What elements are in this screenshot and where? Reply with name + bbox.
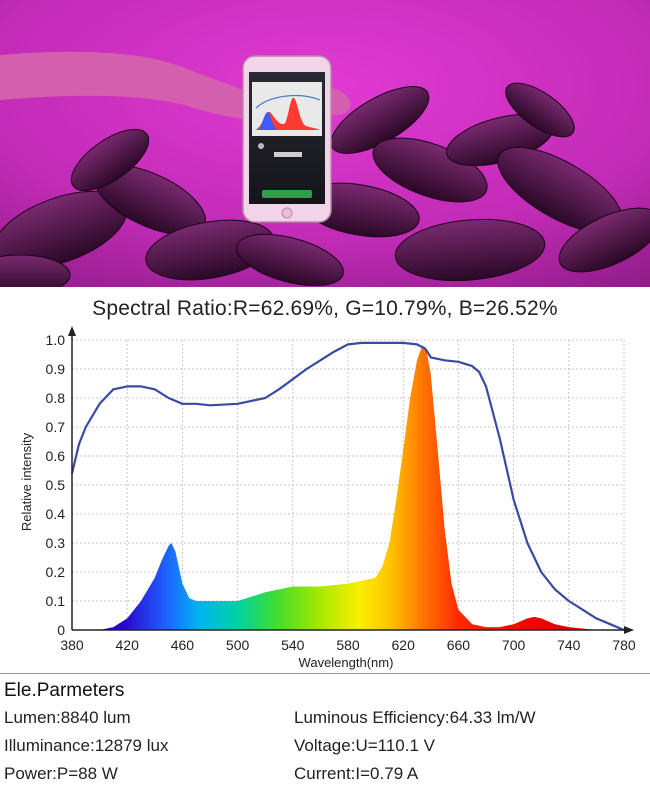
param-luminous-efficiency: Luminous Efficiency:64.33 lm/W [294, 708, 536, 727]
y-axis-arrow [68, 326, 76, 336]
plant-photo [0, 0, 650, 287]
y-tick-label: 0.9 [46, 361, 66, 377]
tick-labels: 380 420 460 500 540 580 620 660 700 740 780 0 0.1 0.2… [46, 332, 636, 653]
param-voltage: Voltage:U=110.1 V [294, 736, 435, 755]
params-title: Ele.Parmeters [4, 680, 125, 701]
curve-line-layer [70, 341, 625, 632]
y-tick-label: 0.3 [46, 535, 66, 551]
x-tick-label: 500 [226, 637, 250, 653]
y-tick-label: 0.7 [46, 419, 66, 435]
x-tick-label: 380 [60, 637, 84, 653]
param-power: Power:P=88 W [4, 764, 118, 783]
param-lumen: Lumen:8840 lum [4, 708, 131, 727]
y-tick-label: 0 [57, 622, 65, 638]
x-axis-title: Wavelength(nm) [299, 655, 394, 670]
y-tick-label: 0.6 [46, 448, 66, 464]
param-illuminance: Illuminance:12879 lux [4, 736, 169, 755]
chart-title: Spectral Ratio:R=62.69%, G=10.79%, B=26.… [92, 297, 558, 320]
x-tick-label: 420 [116, 637, 140, 653]
y-tick-label: 0.4 [46, 506, 66, 522]
x-tick-label: 780 [612, 637, 636, 653]
y-tick-label: 0.2 [46, 564, 66, 580]
y-tick-label: 0.1 [46, 593, 66, 609]
y-tick-label: 0.5 [46, 477, 66, 493]
divider [0, 673, 650, 674]
spectrum-chart-svg: 380 420 460 500 540 580 620 660 700 740 780 0 0.1 0.2… [19, 326, 636, 670]
spectrum-chart: 380 420 460 500 540 580 620 660 700 740 780 0 0.1 0.2… [0, 322, 650, 672]
y-axis-title: Relative intensity [19, 432, 34, 531]
y-tick-label: 0.8 [46, 390, 66, 406]
param-current: Current:I=0.79 A [294, 764, 419, 783]
x-tick-label: 580 [336, 637, 360, 653]
plant-photo-illustration [0, 0, 650, 287]
x-tick-label: 620 [392, 637, 416, 653]
x-tick-label: 540 [281, 637, 305, 653]
y-tick-label: 1.0 [46, 332, 66, 348]
phone-illustration [242, 55, 332, 223]
axes [68, 326, 634, 634]
x-tick-label: 700 [502, 637, 526, 653]
relative-curve-line [70, 341, 625, 632]
x-axis-arrow [624, 626, 634, 634]
x-tick-label: 460 [171, 637, 195, 653]
x-tick-label: 660 [447, 637, 471, 653]
x-tick-label: 740 [557, 637, 581, 653]
